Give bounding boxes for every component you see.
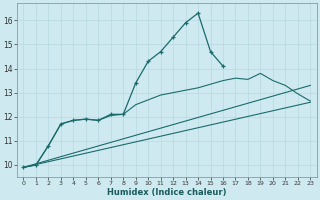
X-axis label: Humidex (Indice chaleur): Humidex (Indice chaleur) bbox=[107, 188, 227, 197]
